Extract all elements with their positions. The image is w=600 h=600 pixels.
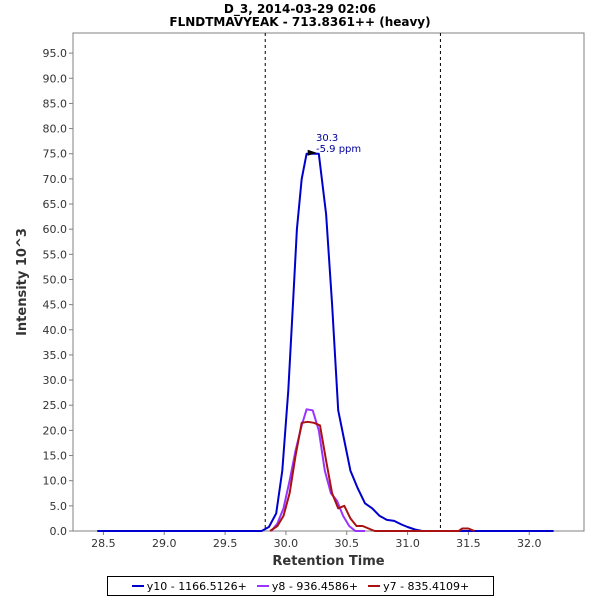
chart-subtitle: FLNDTMAVYEAK - 713.8361++ (heavy) (169, 15, 431, 29)
series-line (269, 420, 475, 532)
series-line (97, 152, 554, 532)
y-tick-label: 25.0 (43, 399, 68, 412)
y-tick-label: 30.0 (43, 374, 68, 387)
legend-label: y8 - 936.4586+ (271, 579, 359, 593)
y-tick-label: 20.0 (43, 424, 68, 437)
legend-swatch (368, 585, 381, 587)
legend-label: y10 - 1166.5126+ (146, 579, 247, 593)
y-tick-label: 15.0 (43, 450, 68, 463)
y-tick-label: 85.0 (43, 97, 68, 110)
legend-item: y10 - 1166.5126+ (131, 579, 247, 593)
x-tick-label: 29.5 (213, 537, 238, 550)
peak-ppm-label: -5.9 ppm (316, 144, 361, 155)
plot-area (72, 32, 585, 532)
y-tick-label: 65.0 (43, 198, 68, 211)
y-tick-label: 40.0 (43, 324, 68, 337)
y-axis-label: Intensity 10^3 (15, 228, 30, 336)
x-tick-label: 30.0 (274, 537, 299, 550)
x-tick-label: 29.0 (152, 537, 177, 550)
chart-title: D_3, 2014-03-29 02:06 (223, 2, 377, 16)
y-tick-label: 10.0 (43, 475, 68, 488)
chart-legend: y10 - 1166.5126+ y8 - 936.4586+ y7 - 835.4… (107, 576, 494, 596)
x-tick-label: 30.5 (335, 537, 360, 550)
y-tick-label: 90.0 (43, 72, 68, 85)
y-tick-label: 95.0 (43, 47, 68, 60)
x-tick-label: 31.0 (395, 537, 420, 550)
x-axis-label: Retention Time (272, 554, 384, 569)
x-tick-label: 31.5 (456, 537, 481, 550)
legend-swatch (256, 585, 269, 587)
legend-label: y7 - 835.4109+ (383, 579, 470, 593)
y-tick-label: 5.0 (50, 500, 68, 513)
y-tick-label: 50.0 (43, 273, 68, 286)
y-tick-label: 75.0 (43, 148, 68, 161)
peak-marker (307, 149, 317, 156)
y-tick-label: 60.0 (43, 223, 68, 236)
series-line (270, 408, 365, 532)
y-tick-label: 35.0 (43, 349, 68, 362)
peak-rt-label: 30.3 (316, 133, 338, 144)
y-tick-label: 45.0 (43, 299, 68, 312)
legend-item: y8 - 936.4586+ (256, 579, 359, 593)
legend-swatch (131, 585, 144, 587)
x-tick-label: 32.0 (517, 537, 542, 550)
y-tick-label: 70.0 (43, 173, 68, 186)
y-tick-label: 80.0 (43, 123, 68, 136)
y-tick-label: 55.0 (43, 248, 68, 261)
y-tick-label: 0.0 (50, 525, 68, 538)
x-tick-label: 28.5 (91, 537, 116, 550)
legend-item: y7 - 835.4109+ (368, 580, 469, 593)
